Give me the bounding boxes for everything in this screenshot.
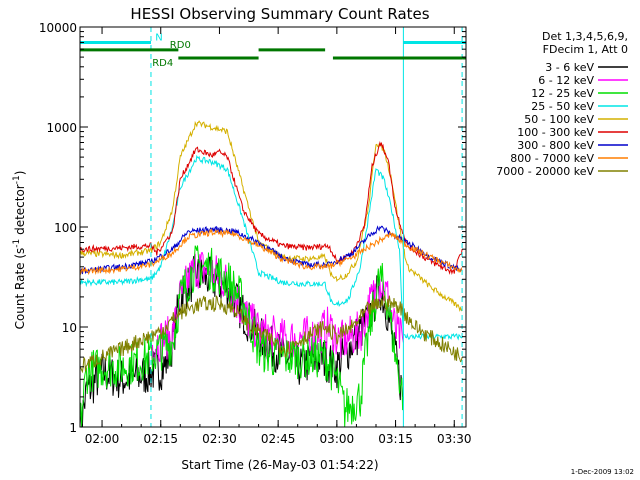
x-tick-label: 03:00 (320, 432, 355, 446)
legend-entry-label: 3 - 6 keV (545, 61, 594, 74)
legend-entry-label: 6 - 12 keV (538, 74, 594, 87)
y-tick-label: 1000 (46, 121, 77, 135)
y-axis-label-close: ) (13, 171, 27, 176)
footer-date: 1-Dec-2009 13:02 (571, 468, 634, 476)
chart-title: HESSI Observing Summary Count Rates (130, 5, 429, 23)
y-tick-label: 100 (54, 221, 77, 235)
series-line (79, 141, 463, 275)
y-axis-label: Count Rate (s-1 detector-1) (12, 171, 27, 330)
y-tick-label: 10 (62, 321, 77, 335)
series-line (79, 154, 463, 341)
series-line (79, 228, 463, 276)
x-axis-label: Start Time (26-May-03 01:54:22) (181, 458, 378, 472)
y-axis-label-mid: detector (13, 184, 27, 239)
x-tick-label: 02:15 (143, 432, 178, 446)
legend-header-1: Det 1,3,4,5,6,9, (542, 30, 628, 43)
y-tick-label: 1 (69, 421, 77, 435)
y-axis-label-exp2: -1 (12, 175, 22, 184)
x-tick-label: 03:30 (437, 432, 472, 446)
x-tick-label: 02:30 (202, 432, 237, 446)
state-bar-label: N (155, 32, 162, 43)
legend: Det 1,3,4,5,6,9, FDecim 1, Att 0 3 - 6 k… (496, 30, 628, 178)
legend-entry-label: 50 - 100 keV (524, 113, 594, 126)
x-tick-label: 03:15 (378, 432, 413, 446)
series-lines (79, 120, 463, 428)
legend-entry-label: 25 - 50 keV (531, 100, 594, 113)
state-bar-label: RD4 (152, 58, 173, 69)
state-bars: N RD0 RD4 (80, 32, 466, 69)
state-bar-label: RD0 (170, 40, 191, 51)
legend-entry-label: 12 - 25 keV (531, 87, 594, 100)
axes: 02:00 02:15 02:30 02:45 03:00 03:15 03:30 1 10 10… (39, 21, 472, 446)
x-tick-label: 02:00 (85, 432, 120, 446)
series-line (79, 294, 463, 374)
series-line (79, 245, 404, 428)
y-tick-label: 10000 (39, 21, 77, 35)
x-tick-label: 02:45 (261, 432, 296, 446)
legend-entry-label: 7000 - 20000 keV (496, 165, 594, 178)
legend-entry-label: 300 - 800 keV (517, 139, 594, 152)
legend-entry-label: 100 - 300 keV (517, 126, 594, 139)
legend-entry-label: 800 - 7000 keV (510, 152, 594, 165)
y-axis-label-exp1: -1 (12, 239, 22, 248)
y-axis-label-main: Count Rate (s (13, 248, 27, 330)
legend-header-2: FDecim 1, Att 0 (543, 43, 628, 56)
